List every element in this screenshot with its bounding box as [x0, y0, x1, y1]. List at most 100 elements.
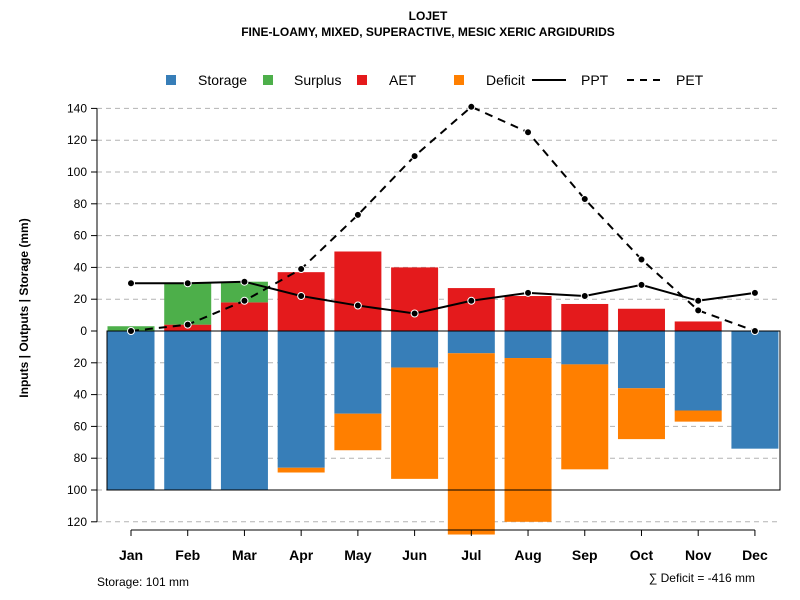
storage-bar: [447, 331, 495, 354]
ppt-point: [410, 309, 419, 318]
lines: [127, 102, 759, 335]
storage-bar: [164, 331, 212, 490]
pet-point: [353, 210, 362, 219]
ppt-point: [127, 279, 135, 288]
legend-label-storage: Storage: [198, 72, 247, 88]
deficit-bar: [391, 367, 439, 479]
legend-label-surplus: Surplus: [294, 72, 341, 88]
x-tick-label: Apr: [289, 547, 314, 563]
storage-bar: [674, 331, 722, 411]
deficit-bar: [617, 388, 665, 440]
x-axis: Jan Feb Mar Apr May Jun Jul Aug Sep Oct Nov Dec: [119, 529, 768, 563]
y-axis: 140 120 100 80 60 40 20 0 20 40 60 80 100 120: [67, 101, 98, 529]
legend-marker-deficit: [454, 75, 464, 85]
x-tick-label: Mar: [232, 547, 257, 563]
aet-bar: [277, 272, 325, 331]
storage-bar: [617, 331, 665, 389]
chart-legend: Storage Surplus AET Deficit PPT PET: [166, 72, 704, 88]
y-tick-label: 60: [74, 229, 88, 243]
aet-bar: [391, 267, 439, 331]
aet-bar: [617, 308, 665, 331]
storage-bar: [334, 331, 382, 414]
deficit-footer: ∑ Deficit = -416 mm: [649, 571, 755, 585]
x-tick-label: Jun: [402, 547, 427, 563]
storage-bar: [731, 331, 779, 449]
legend-label-aet: AET: [389, 72, 417, 88]
x-tick-label: Jan: [119, 547, 143, 563]
y-tick-label: 0: [80, 324, 87, 338]
deficit-bar: [447, 353, 495, 535]
ppt-point: [580, 292, 589, 301]
aet-bar: [334, 251, 382, 331]
ppt-point: [353, 301, 362, 310]
y-tick-label: 40: [74, 260, 88, 274]
aet-bar: [447, 288, 495, 331]
ppt-point: [240, 277, 249, 286]
pet-point: [467, 102, 476, 111]
ppt-point: [750, 288, 759, 297]
deficit-bar: [504, 358, 552, 522]
chart-subtitle: FINE-LOAMY, MIXED, SUPERACTIVE, MESIC XE…: [241, 25, 615, 39]
storage-footer: Storage: 101 mm: [97, 575, 189, 589]
y-tick-label: 100: [67, 483, 87, 497]
x-tick-label: Dec: [742, 547, 768, 563]
pet-point: [183, 320, 192, 329]
y-tick-label: 80: [74, 197, 88, 211]
pet-point: [580, 195, 589, 204]
pet-point: [750, 327, 759, 335]
storage-bar: [391, 331, 439, 368]
y-tick-label: 120: [67, 515, 87, 529]
storage-bar: [504, 331, 552, 359]
y-tick-label: 80: [74, 451, 88, 465]
ppt-point: [694, 296, 703, 305]
x-tick-label: Oct: [630, 547, 654, 563]
legend-marker-aet: [357, 75, 367, 85]
x-tick-label: Sep: [572, 547, 598, 563]
bars: [107, 251, 779, 535]
chart-title: LOJET: [409, 9, 448, 23]
frame: [106, 330, 781, 491]
legend-marker-storage: [166, 75, 176, 85]
legend-label-ppt: PPT: [581, 72, 609, 88]
pet-point: [240, 296, 249, 305]
ppt-point: [637, 280, 646, 289]
deficit-bar: [674, 410, 722, 422]
legend-label-pet: PET: [676, 72, 704, 88]
y-tick-label: 120: [67, 133, 87, 147]
y-tick-label: 140: [67, 101, 87, 115]
pet-point: [297, 264, 306, 273]
ppt-point: [524, 288, 533, 297]
grid: [97, 107, 780, 523]
y-tick-label: 40: [74, 388, 88, 402]
x-tick-label: Aug: [514, 547, 541, 563]
y-axis-label: Inputs | Outputs | Storage (mm): [17, 218, 31, 397]
pet-point: [127, 327, 135, 335]
deficit-bar: [561, 364, 609, 470]
pet-line: [130, 105, 756, 332]
storage-bar: [107, 331, 155, 490]
aet-bar: [674, 321, 722, 331]
y-tick-label: 20: [74, 356, 88, 370]
deficit-bar: [277, 467, 325, 473]
aet-bar: [504, 296, 552, 331]
y-tick-label: 20: [74, 292, 88, 306]
pet-point: [637, 255, 646, 264]
x-tick-label: May: [344, 547, 371, 563]
storage-bar: [277, 331, 325, 468]
x-tick-label: Feb: [175, 547, 200, 563]
legend-label-deficit: Deficit: [486, 72, 525, 88]
storage-bar: [220, 331, 268, 490]
storage-bar: [561, 331, 609, 365]
pet-point: [524, 128, 533, 137]
surplus-bar: [220, 281, 268, 303]
ppt-line: [131, 280, 756, 315]
legend-marker-surplus: [263, 75, 273, 85]
y-tick-label: 60: [74, 419, 88, 433]
ppt-point: [297, 292, 306, 301]
pet-point: [410, 152, 419, 161]
aet-bar: [561, 303, 609, 331]
ppt-point: [467, 296, 476, 305]
y-tick-label: 100: [67, 165, 87, 179]
deficit-bar: [334, 413, 382, 451]
